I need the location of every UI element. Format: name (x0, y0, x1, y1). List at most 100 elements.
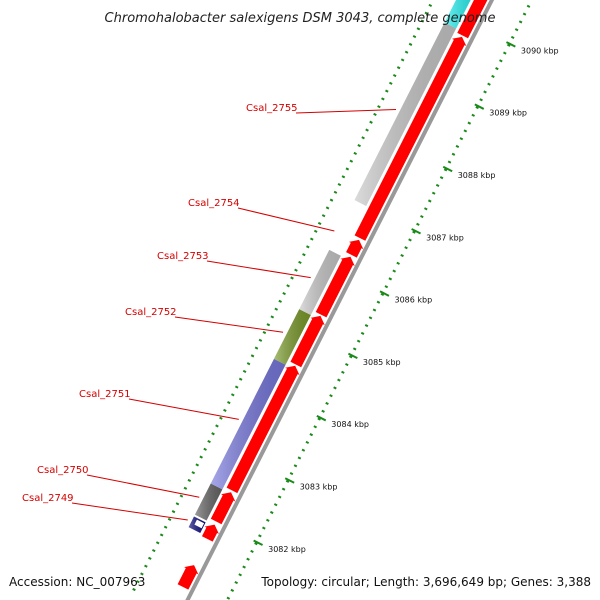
position-scale-dot (364, 324, 369, 328)
inner-scale-tick (163, 525, 168, 529)
position-scale-dot (301, 448, 306, 452)
inner-scale-tick (215, 424, 219, 428)
position-tick-label: 3084 kbp (331, 420, 369, 429)
inner-scale-tick (333, 190, 338, 194)
position-scale-dot (230, 588, 235, 592)
position-scale-dot (321, 409, 325, 413)
position-scale-dot (242, 565, 246, 569)
inner-scale-tick (223, 408, 227, 412)
position-scale-dot (455, 144, 460, 149)
position-scale-dot (408, 238, 412, 242)
inner-scale-tick (254, 346, 259, 350)
position-scale-dot (392, 269, 396, 273)
inner-scale-tick (159, 533, 164, 537)
inner-scale-tick (302, 253, 306, 257)
inner-scale-tick (361, 136, 365, 140)
inner-scale-tick (357, 144, 361, 148)
position-tick-label: 3090 kbp (521, 46, 559, 55)
gene-label: Csal_2753 (157, 251, 209, 262)
gene-label-leader (71, 502, 188, 521)
position-scale-dot (238, 573, 242, 577)
map-title: Chromohalobacter salexigens DSM 3043, co… (104, 11, 496, 26)
position-tick-label: 3083 kbp (300, 483, 338, 492)
position-scale-dot (467, 121, 472, 125)
inner-scale-tick (199, 455, 203, 459)
position-scale-dot (285, 479, 290, 483)
inner-scale-tick (428, 3, 433, 8)
gene-label: Csal_2750 (37, 465, 89, 476)
position-scale-dot (246, 557, 250, 561)
position-scale-dot (313, 425, 317, 429)
position-scale-dot (289, 471, 294, 476)
cds-arrow (354, 36, 467, 241)
inner-scale-tick (140, 572, 144, 576)
inner-scale-tick (278, 299, 282, 303)
inner-scale-tick (404, 50, 409, 54)
position-scale-dot (234, 581, 238, 585)
position-tick-label: 3088 kbp (458, 171, 496, 180)
inner-scale-tick (416, 27, 421, 31)
position-scale-dot (352, 347, 357, 351)
position-scale-dot (380, 292, 385, 297)
inner-scale-tick (341, 175, 346, 179)
position-scale-dot (341, 370, 345, 374)
gene-label: Csal_2751 (79, 389, 131, 400)
position-scale-dot (463, 129, 468, 133)
position-scale-dot (483, 90, 487, 94)
position-scale-dot (266, 518, 270, 522)
inner-scale-tick (349, 159, 354, 163)
inner-scale-tick (266, 323, 271, 327)
accession-label: Accession: NC_007963 (9, 575, 146, 589)
position-major-tick (379, 290, 390, 297)
position-major-tick (347, 352, 358, 360)
position-scale-dot (388, 277, 393, 281)
position-scale-dot (522, 12, 527, 16)
position-scale-dot (431, 191, 436, 195)
inner-scale-tick (183, 486, 188, 490)
position-scale-dot (293, 464, 298, 468)
position-scale-dot (254, 542, 258, 546)
inner-scale-tick (282, 292, 286, 296)
inner-scale-tick (345, 167, 350, 171)
inner-scale-tick (309, 237, 314, 241)
cds-arrow (177, 565, 199, 590)
inner-scale-tick (381, 97, 385, 101)
gene-cog-shading (273, 309, 311, 365)
position-scale-dot (518, 20, 523, 24)
gene-label: Csal_2752 (125, 307, 177, 318)
gene-gap-marker (194, 519, 205, 529)
position-scale-dot (376, 300, 381, 304)
position-scale-dot (356, 339, 361, 343)
position-scale-dot (250, 549, 254, 554)
inner-scale-tick (290, 276, 294, 280)
position-major-tick (316, 415, 327, 422)
gene-label: Csal_2755 (246, 103, 298, 114)
inner-scale-tick (132, 587, 136, 592)
inner-scale-tick (171, 510, 176, 514)
position-scale-dot (503, 51, 507, 55)
position-major-tick (442, 165, 453, 173)
position-scale-dot (514, 28, 519, 32)
gene-label-leader (86, 474, 200, 498)
position-scale-dot (226, 596, 231, 600)
position-major-tick (411, 228, 421, 235)
position-scale-dot (333, 386, 337, 390)
position-scale-dot (337, 378, 341, 382)
inner-scale-tick (337, 182, 342, 187)
position-scale-dot (262, 526, 266, 530)
position-scale-dot (384, 285, 389, 289)
cds-arrow (457, 0, 488, 39)
gene-label: Csal_2749 (22, 493, 74, 504)
position-tick-label: 3089 kbp (489, 109, 527, 118)
position-scale-dot (526, 4, 531, 8)
position-scale-dot (396, 261, 400, 265)
gene-label-leader (206, 260, 311, 279)
cds-arrow (290, 315, 325, 368)
inner-scale-tick (373, 112, 377, 117)
position-scale-dot (404, 246, 408, 250)
position-scale-dot (424, 207, 428, 211)
inner-scale-tick (167, 517, 172, 521)
position-scale-dot (372, 308, 377, 312)
position-scale-dot (506, 43, 511, 47)
